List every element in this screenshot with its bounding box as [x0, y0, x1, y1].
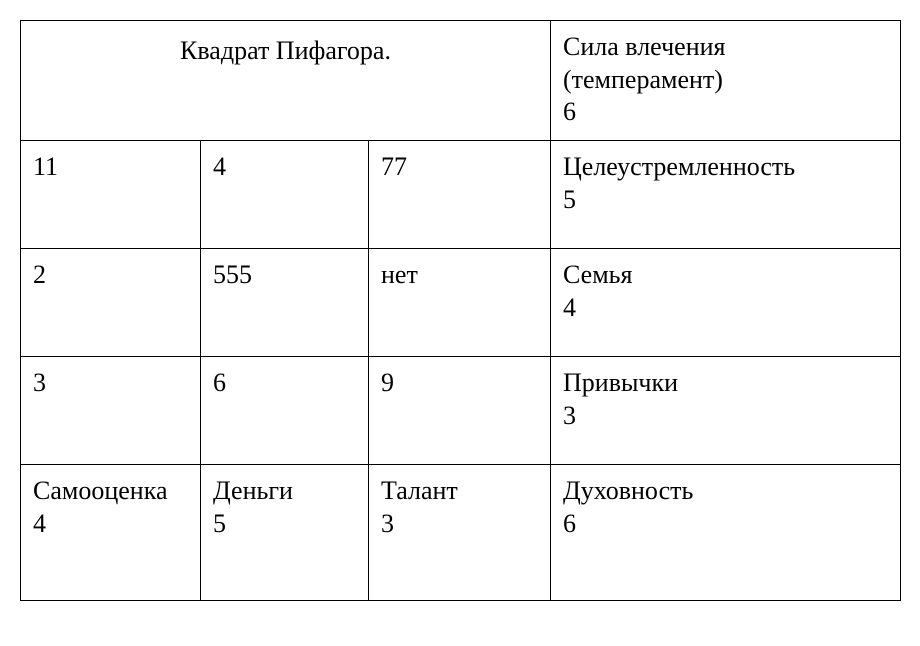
attr-label: Деньги: [213, 476, 293, 505]
attr-value: 5: [563, 185, 576, 214]
header-right-cell: Сила влечения (темперамент) 6: [551, 21, 901, 141]
header-right-value: 6: [563, 97, 576, 126]
attr-label: Самооценка: [33, 476, 167, 505]
attr-label: Целеустремленность: [563, 152, 795, 181]
cell: 9: [369, 357, 551, 465]
attr-value: 3: [381, 509, 394, 538]
cell: 555: [201, 249, 369, 357]
header-right-label: Сила влечения (темперамент): [563, 32, 725, 94]
cell: 77: [369, 141, 551, 249]
attr-label: Привычки: [563, 368, 678, 397]
pythagoras-square-table: Квадрат Пифагора. Сила влечения (темпера…: [20, 20, 900, 601]
attr-value: 6: [563, 509, 576, 538]
cell: нет: [369, 249, 551, 357]
attr-value: 3: [563, 401, 576, 430]
attr-value: 4: [563, 293, 576, 322]
attr-cell: Целеустремленность 5: [551, 141, 901, 249]
cell: 11: [21, 141, 201, 249]
table-row: Самооценка 4 Деньги 5 Талант 3 Духовност…: [21, 465, 901, 601]
table-row: 11 4 77 Целеустремленность 5: [21, 141, 901, 249]
attr-label: Семья: [563, 260, 632, 289]
table-row: Квадрат Пифагора. Сила влечения (темпера…: [21, 21, 901, 141]
cell-value: 11: [33, 152, 58, 181]
cell-value: 9: [381, 368, 394, 397]
attr-value: 5: [213, 509, 226, 538]
table-row: 2 555 нет Семья 4: [21, 249, 901, 357]
cell: 3: [21, 357, 201, 465]
cell: 2: [21, 249, 201, 357]
attr-label: Духовность: [563, 476, 693, 505]
cell-value: 77: [381, 152, 407, 181]
cell: 6: [201, 357, 369, 465]
attr-cell: Духовность 6: [551, 465, 901, 601]
attr-cell: Самооценка 4: [21, 465, 201, 601]
table: Квадрат Пифагора. Сила влечения (темпера…: [20, 20, 901, 601]
cell-value: 555: [213, 260, 252, 289]
cell-value: 3: [33, 368, 46, 397]
attr-cell: Привычки 3: [551, 357, 901, 465]
attr-cell: Семья 4: [551, 249, 901, 357]
attr-cell: Талант 3: [369, 465, 551, 601]
cell: 4: [201, 141, 369, 249]
table-title-cell: Квадрат Пифагора.: [21, 21, 551, 141]
cell-value: 2: [33, 260, 46, 289]
cell-value: 4: [213, 152, 226, 181]
cell-value: нет: [381, 260, 418, 289]
cell-value: 6: [213, 368, 226, 397]
table-title: Квадрат Пифагора.: [180, 36, 391, 65]
attr-label: Талант: [381, 476, 458, 505]
table-row: 3 6 9 Привычки 3: [21, 357, 901, 465]
attr-cell: Деньги 5: [201, 465, 369, 601]
attr-value: 4: [33, 509, 46, 538]
